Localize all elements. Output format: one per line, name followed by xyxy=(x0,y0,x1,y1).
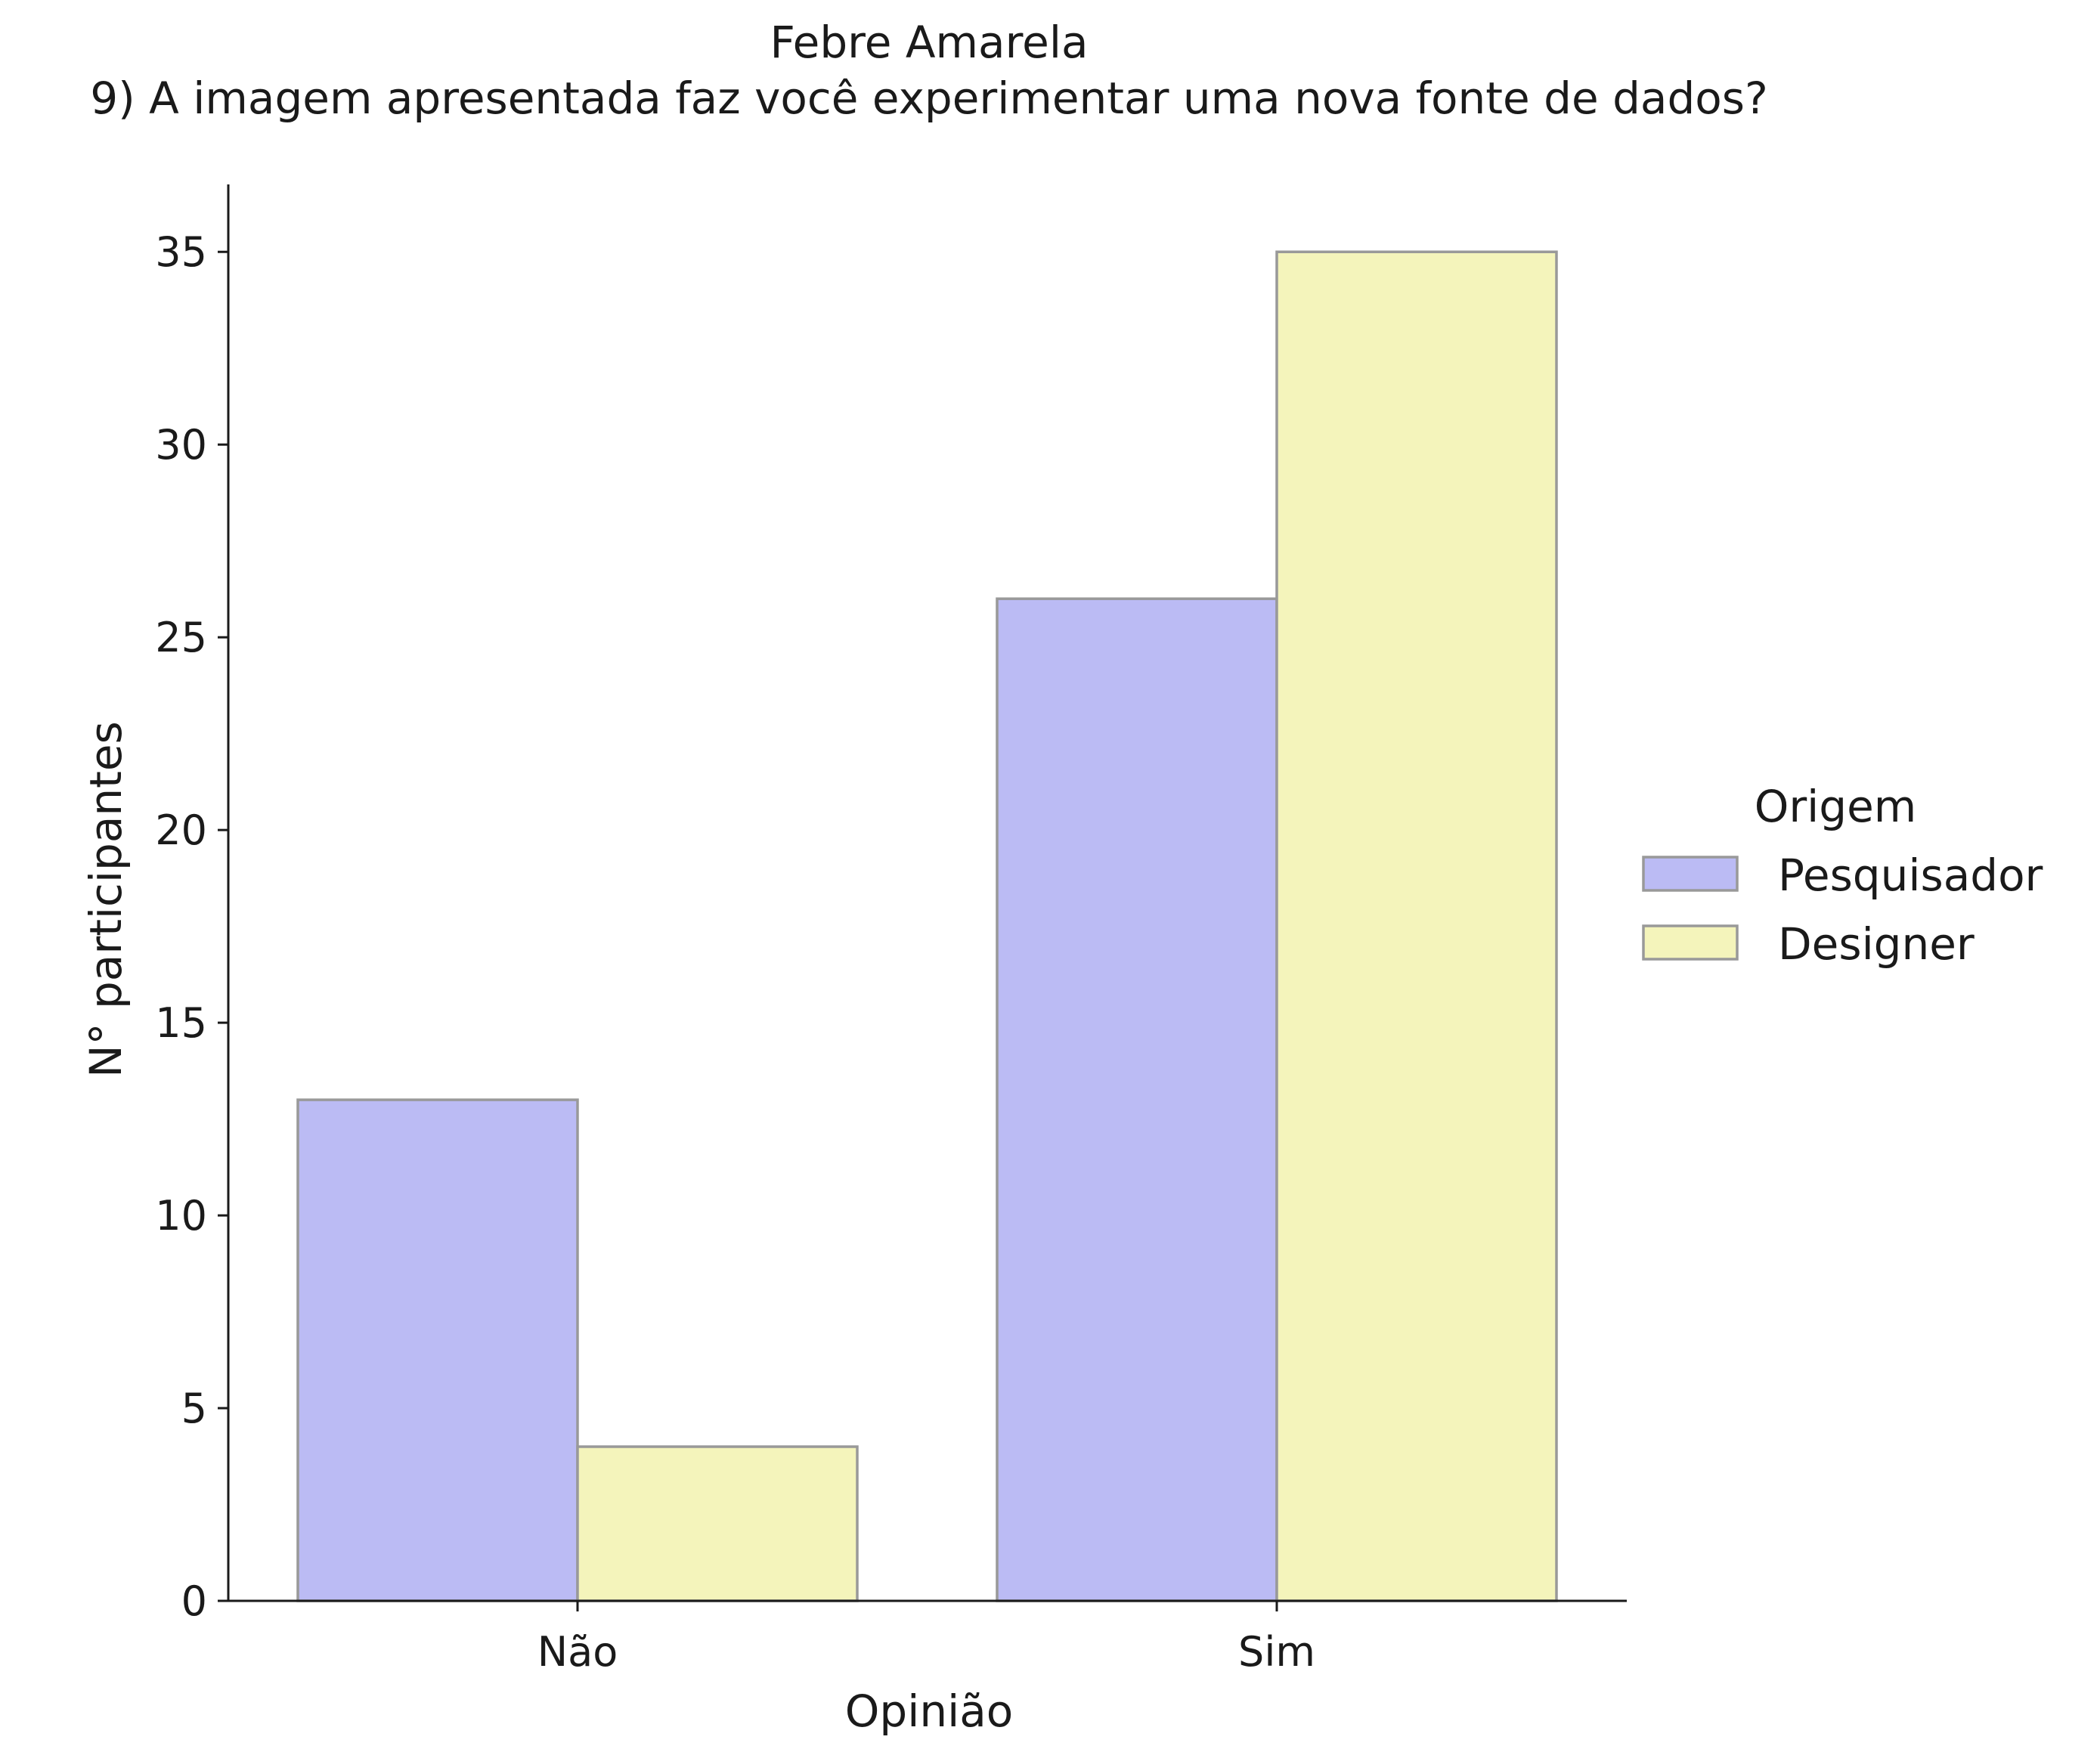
x-tick-label: Não xyxy=(537,1628,618,1676)
chart-title: Febre Amarela xyxy=(770,17,1088,68)
y-tick-label: 25 xyxy=(155,614,207,661)
bar-designer-sim xyxy=(1275,250,1558,1602)
bar-pesquisador-sim xyxy=(996,597,1278,1602)
legend-swatch-designer xyxy=(1642,924,1739,961)
legend: Origem Pesquisador Designer xyxy=(1642,781,2043,970)
legend-title: Origem xyxy=(1755,781,1917,832)
x-axis: Não Sim xyxy=(228,1599,1627,1676)
bars-group xyxy=(296,250,1558,1602)
y-tick-label: 30 xyxy=(155,421,207,469)
y-tick-label: 5 xyxy=(181,1385,207,1432)
y-tick-label: 15 xyxy=(155,999,207,1047)
y-tick-label: 10 xyxy=(155,1192,207,1240)
legend-label-pesquisador: Pesquisador xyxy=(1778,850,2043,901)
bar-pesquisador-não xyxy=(296,1098,579,1602)
y-tick-label: 0 xyxy=(181,1577,207,1625)
legend-swatch-pesquisador xyxy=(1642,856,1739,892)
y-tick-label: 35 xyxy=(155,228,207,276)
x-tick-label: Sim xyxy=(1238,1628,1315,1676)
bar-designer-não xyxy=(576,1445,859,1602)
y-axis-label: N° participantes xyxy=(80,721,132,1078)
y-tick-label: 20 xyxy=(155,806,207,854)
legend-label-designer: Designer xyxy=(1778,918,1975,970)
chart-subtitle: 9) A imagem apresentada faz você experim… xyxy=(90,73,1768,124)
y-axis: 0 5 10 15 20 25 30 35 xyxy=(155,184,230,1625)
x-axis-label: Opinião xyxy=(845,1686,1013,1737)
